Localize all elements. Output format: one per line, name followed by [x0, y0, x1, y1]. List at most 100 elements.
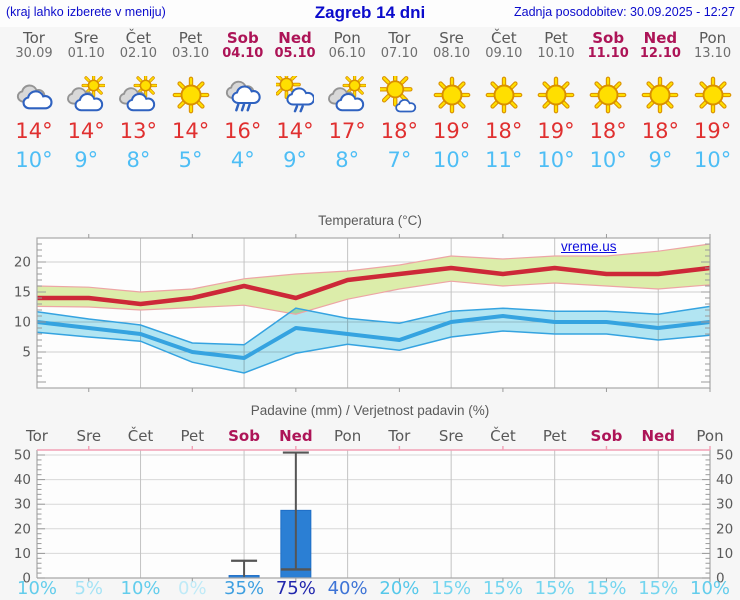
day-date-label: 08.10	[432, 46, 471, 61]
precip-day-label: Sob	[590, 427, 623, 445]
precipitation-probability-value: 15%	[586, 578, 627, 599]
mostly-sunny-icon	[380, 76, 418, 114]
day-name-label: Sob	[226, 29, 259, 47]
day-column: Sre 08.10 19° 10°	[425, 29, 479, 173]
location-menu-hint: (kraj lahko izberete v meniju)	[6, 5, 166, 19]
day-name-label: Ned	[643, 29, 678, 47]
day-column: Sre 01.10 14° 9°	[59, 31, 113, 172]
min-temperature-value: 10°	[432, 148, 471, 172]
day-name-label: Tor	[23, 29, 45, 47]
precip-day-label: Ned	[279, 427, 313, 445]
max-temperature-value: 18°	[485, 119, 523, 143]
svg-text:50: 50	[716, 448, 733, 464]
max-temperature-value: 18°	[380, 119, 418, 143]
svg-text:5: 5	[22, 345, 31, 361]
day-name-label: Sob	[592, 29, 625, 47]
svg-text:30: 30	[716, 497, 733, 513]
precip-day-label: Sre	[76, 427, 102, 445]
day-date-label: 02.10	[119, 46, 157, 61]
min-temperature-value: 10°	[15, 148, 53, 172]
min-temperature-value: 9°	[283, 148, 307, 172]
sunny-icon	[433, 76, 471, 114]
min-temperature-value: 9°	[648, 148, 673, 172]
sun-shower-icon	[276, 76, 314, 114]
precipitation-probability-value: 75%	[275, 578, 316, 599]
day-column: Pet 10.10 19° 10°	[529, 31, 583, 173]
svg-text:10: 10	[14, 315, 31, 331]
svg-text:40: 40	[14, 472, 31, 488]
last-update-label: Zadnja posodobitev: 30.09.2025 - 12:27	[513, 5, 735, 19]
page-title: Zagreb 14 dni	[314, 3, 426, 22]
min-temperature-value: 7°	[387, 148, 412, 172]
day-column: Pet 03.10 14° 5°	[164, 31, 218, 173]
sunny-icon	[172, 76, 210, 114]
vreme-us-link[interactable]: vreme.us	[561, 239, 617, 254]
precipitation-probability-value: 10%	[120, 578, 161, 599]
min-temperature-value: 11°	[485, 148, 523, 172]
max-temperature-value: 17°	[328, 119, 366, 143]
min-temperature-value: 4°	[230, 148, 255, 172]
day-name-label: Pon	[698, 29, 727, 47]
temperature-chart: 5 10 15 20	[14, 234, 711, 392]
sunny-icon	[694, 76, 732, 114]
max-temperature-value: 18°	[589, 119, 627, 143]
max-temperature-value: 19°	[537, 119, 575, 143]
precip-day-label: Pon	[334, 427, 362, 445]
precipitation-probability-value: 15%	[534, 578, 575, 599]
svg-text:0: 0	[716, 571, 725, 587]
day-column: Ned 12.10 18° 9°	[633, 29, 687, 173]
precip-day-label: Pon	[696, 427, 724, 445]
max-temperature-value: 19°	[693, 119, 732, 143]
day-name-label: Čet	[125, 29, 152, 47]
min-temperature-value: 8°	[126, 148, 151, 172]
temperature-chart-title: Temperatura (°C)	[318, 213, 422, 228]
day-name-label: Sre	[439, 29, 464, 47]
svg-text:20: 20	[716, 521, 733, 537]
max-temperature-value: 14°	[276, 119, 314, 143]
day-name-label: Ned	[278, 29, 312, 47]
precip-day-label: Sob	[228, 427, 260, 445]
svg-text:50: 50	[14, 448, 31, 464]
day-name-label: Tor	[388, 29, 411, 47]
precipitation-probability-value: 40%	[327, 578, 368, 599]
sunny-icon	[589, 76, 627, 114]
svg-text:10: 10	[716, 546, 733, 562]
svg-text:20: 20	[14, 521, 31, 537]
day-date-label: 06.10	[328, 46, 366, 61]
precipitation-probability-value: 15%	[431, 578, 472, 599]
svg-text:20: 20	[14, 255, 31, 271]
day-name-label: Sre	[73, 29, 99, 47]
day-column: Ned 05.10 14° 9°	[268, 29, 322, 173]
precipitation-chart-title: Padavine (mm) / Verjetnost padavin (%)	[250, 403, 490, 418]
day-column: Tor 07.10 18° 7°	[372, 31, 426, 172]
day-column: Pon 13.10 19° 10°	[686, 29, 740, 173]
svg-text:30: 30	[14, 497, 31, 513]
precip-day-label: Pet	[542, 427, 567, 445]
sunny-icon	[641, 76, 679, 114]
precip-day-label: Ned	[641, 427, 675, 445]
precipitation-probability-value: 5%	[74, 578, 104, 599]
max-temperature-value: 18°	[641, 119, 679, 143]
precip-day-label: Tor	[26, 427, 48, 445]
precip-day-label: Čet	[127, 427, 154, 445]
day-column: Sob 04.10 16° 4°	[216, 29, 270, 173]
svg-text:40: 40	[716, 472, 733, 488]
precip-day-label: Sre	[438, 427, 464, 445]
min-temperature-value: 9°	[74, 148, 99, 172]
precipitation-probability-value: 20%	[379, 578, 420, 599]
partly-cloudy-icon	[119, 76, 157, 114]
max-temperature-value: 14°	[67, 119, 105, 143]
day-date-label: 09.10	[485, 46, 523, 61]
day-date-label: 07.10	[380, 46, 418, 61]
precipitation-probability-value: 35%	[224, 578, 265, 599]
day-column: Čet 09.10 18° 11°	[477, 31, 531, 173]
precipitation-probability-value: 10%	[689, 578, 731, 599]
precipitation-probability-value: 0%	[178, 578, 207, 599]
day-date-label: 04.10	[222, 46, 264, 61]
partly-cloudy-icon	[67, 76, 105, 114]
day-name-label: Pon	[333, 29, 361, 47]
day-column: Pon 06.10 17° 8°	[320, 31, 374, 172]
max-temperature-value: 19°	[432, 119, 471, 143]
min-temperature-value: 5°	[178, 148, 203, 172]
